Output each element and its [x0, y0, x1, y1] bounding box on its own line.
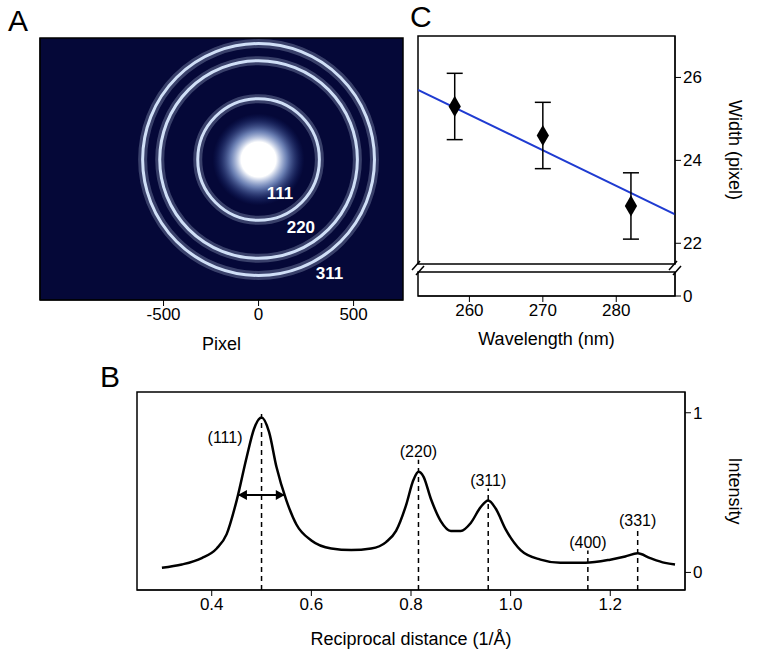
- svg-text:1: 1: [693, 404, 702, 423]
- svg-text:26: 26: [683, 68, 702, 87]
- svg-text:(220): (220): [400, 443, 437, 460]
- svg-text:500: 500: [339, 305, 367, 324]
- svg-text:280: 280: [602, 301, 630, 320]
- svg-text:0: 0: [254, 305, 263, 324]
- svg-text:(400): (400): [569, 534, 606, 551]
- svg-text:Wavelength (nm): Wavelength (nm): [478, 329, 614, 349]
- svg-text:0.6: 0.6: [300, 595, 324, 614]
- svg-text:Width (pixel): Width (pixel): [725, 100, 745, 200]
- html-text:B: B: [100, 360, 120, 393]
- svg-text:22: 22: [683, 234, 702, 253]
- svg-text:(311): (311): [470, 472, 506, 489]
- svg-text:Pixel: Pixel: [202, 334, 241, 354]
- svg-text:24: 24: [683, 151, 702, 170]
- svg-text:-500: -500: [147, 305, 181, 324]
- svg-text:111: 111: [267, 184, 294, 203]
- html-text:C: C: [410, 0, 432, 33]
- svg-text:270: 270: [529, 301, 557, 320]
- svg-text:260: 260: [455, 301, 483, 320]
- svg-text:1.2: 1.2: [598, 595, 622, 614]
- svg-text:311: 311: [316, 264, 343, 283]
- html-text:A: A: [8, 4, 28, 37]
- svg-text:0.4: 0.4: [200, 595, 224, 614]
- svg-text:0: 0: [683, 287, 692, 306]
- svg-text:0.8: 0.8: [399, 595, 423, 614]
- svg-text:Intensity: Intensity: [725, 457, 745, 524]
- svg-text:Reciprocal distance (1/Å): Reciprocal distance (1/Å): [310, 629, 511, 649]
- svg-text:0: 0: [693, 563, 702, 582]
- svg-text:220: 220: [287, 218, 315, 237]
- svg-text:(111): (111): [208, 429, 243, 446]
- svg-text:(331): (331): [619, 512, 656, 529]
- svg-text:1.0: 1.0: [499, 595, 523, 614]
